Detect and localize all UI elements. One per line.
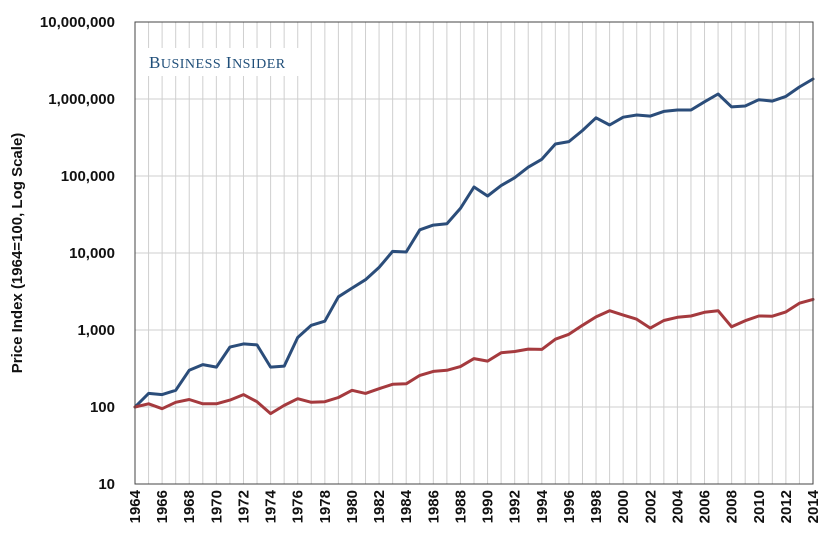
x-tick-label: 1980 [344, 490, 361, 523]
y-tick-label: 10,000 [69, 245, 115, 262]
x-tick-label: 2006 [697, 490, 714, 523]
x-tick-label: 2002 [642, 490, 659, 523]
y-tick-label: 10 [98, 476, 115, 493]
plot-border [134, 21, 814, 485]
y-tick-label: 100 [90, 399, 115, 416]
y-tick-label: 1,000 [77, 322, 115, 339]
x-tick-labels: 1964 1966 1968 1970 1972 1974 1976 1978 1980 1982… [127, 489, 822, 523]
x-tick-label: 2014 [805, 489, 822, 523]
x-tick-label: 1988 [452, 490, 469, 523]
x-tick-label: 2000 [615, 490, 632, 523]
y-axis-title: Price Index (1964=100, Log Scale) [9, 133, 26, 374]
x-tick-label: 1972 [235, 490, 252, 523]
x-tick-label: 2008 [724, 490, 741, 523]
x-tick-label: 1994 [534, 489, 551, 523]
x-tick-label: 1966 [154, 490, 171, 523]
x-tick-label: 1986 [425, 490, 442, 523]
y-tick-labels: 10 100 1,000 10,000 100,000 1,000,000 10,000,0… [40, 14, 115, 493]
x-tick-label: 1976 [290, 490, 307, 523]
x-tick-label: 2004 [669, 489, 686, 523]
x-tick-label: 1968 [181, 490, 198, 523]
x-tick-label: 1998 [588, 490, 605, 523]
y-tick-label: 100,000 [61, 168, 115, 185]
x-tick-label: 1978 [317, 490, 334, 523]
series-line-2 [133, 297, 815, 416]
watermark-logo: BUSINESS INSIDER [145, 48, 300, 76]
x-tick-label: 1992 [507, 490, 524, 523]
series-lines [133, 77, 815, 416]
x-tick-label: 2012 [778, 490, 795, 523]
y-tick-label: 10,000,000 [40, 14, 115, 31]
x-tick-label: 1970 [208, 490, 225, 523]
series-line-1 [133, 77, 815, 409]
x-tick-label: 1982 [371, 490, 388, 523]
x-tick-label: 1984 [398, 489, 415, 523]
x-tick-label: 1974 [263, 489, 280, 523]
y-tick-label: 1,000,000 [48, 91, 115, 108]
business-insider-logo: BUSINESS INSIDER [149, 53, 286, 72]
x-tick-label: 1990 [480, 490, 497, 523]
x-tick-label: 1996 [561, 490, 578, 523]
x-tick-label: 2010 [751, 490, 768, 523]
x-tick-label: 1964 [127, 489, 144, 523]
